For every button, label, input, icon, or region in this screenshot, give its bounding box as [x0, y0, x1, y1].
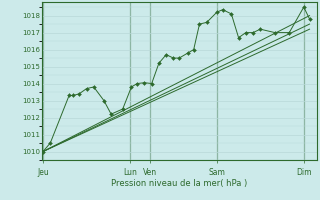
X-axis label: Pression niveau de la mer( hPa ): Pression niveau de la mer( hPa )	[111, 179, 247, 188]
